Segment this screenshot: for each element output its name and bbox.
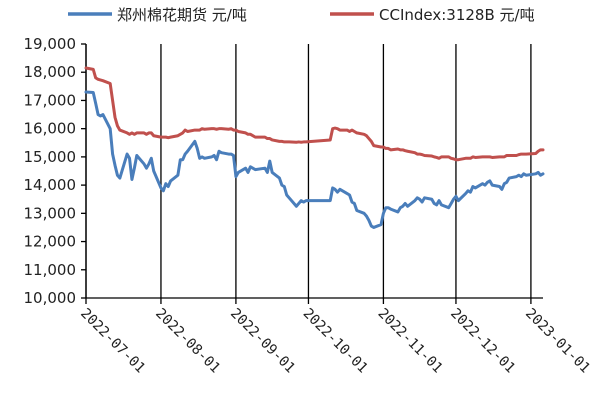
x-tick-label-5: 2022-12-01 — [447, 306, 518, 377]
x-tick-label-4: 2022-11-01 — [375, 306, 446, 377]
y-tick-label-4: 14,000 — [24, 176, 77, 194]
y-tick-label-3: 13,000 — [24, 204, 77, 222]
y-tick-label-6: 16,000 — [24, 120, 77, 138]
y-tick-label-7: 17,000 — [24, 91, 77, 109]
gridlines — [85, 44, 532, 304]
series-layer — [84, 66, 545, 229]
y-tick-label-1: 11,000 — [24, 261, 77, 279]
legend-label-zce-cotton: 郑州棉花期货 元/吨 — [117, 6, 247, 24]
y-tick-label-9: 19,000 — [24, 35, 77, 53]
y-tick-label-8: 18,000 — [24, 63, 77, 81]
series-line-0 — [84, 90, 545, 229]
series-line-1 — [84, 66, 545, 162]
x-tick-label-1: 2022-08-01 — [152, 306, 223, 377]
y-tick-label-0: 10,000 — [24, 289, 77, 307]
x-tick-label-3: 2022-10-01 — [300, 306, 371, 377]
x-tick-label-0: 2022-07-01 — [77, 306, 148, 377]
y-tick-label-2: 12,000 — [24, 233, 77, 251]
x-tick-label-6: 2023-01-01 — [522, 306, 593, 377]
y-axis: 10,000 11,000 12,000 13,000 14,000 15,000 16,0… — [24, 35, 87, 307]
y-tick-label-5: 15,000 — [24, 148, 77, 166]
x-tick-label-2: 2022-09-01 — [227, 306, 298, 377]
legend-label-ccindex: CCIndex:3128B 元/吨 — [379, 6, 535, 24]
legend: 郑州棉花期货 元/吨 CCIndex:3128B 元/吨 — [68, 6, 535, 24]
x-axis: 2022-07-01 2022-08-01 2022-09-01 2022-10-01… — [77, 297, 593, 377]
